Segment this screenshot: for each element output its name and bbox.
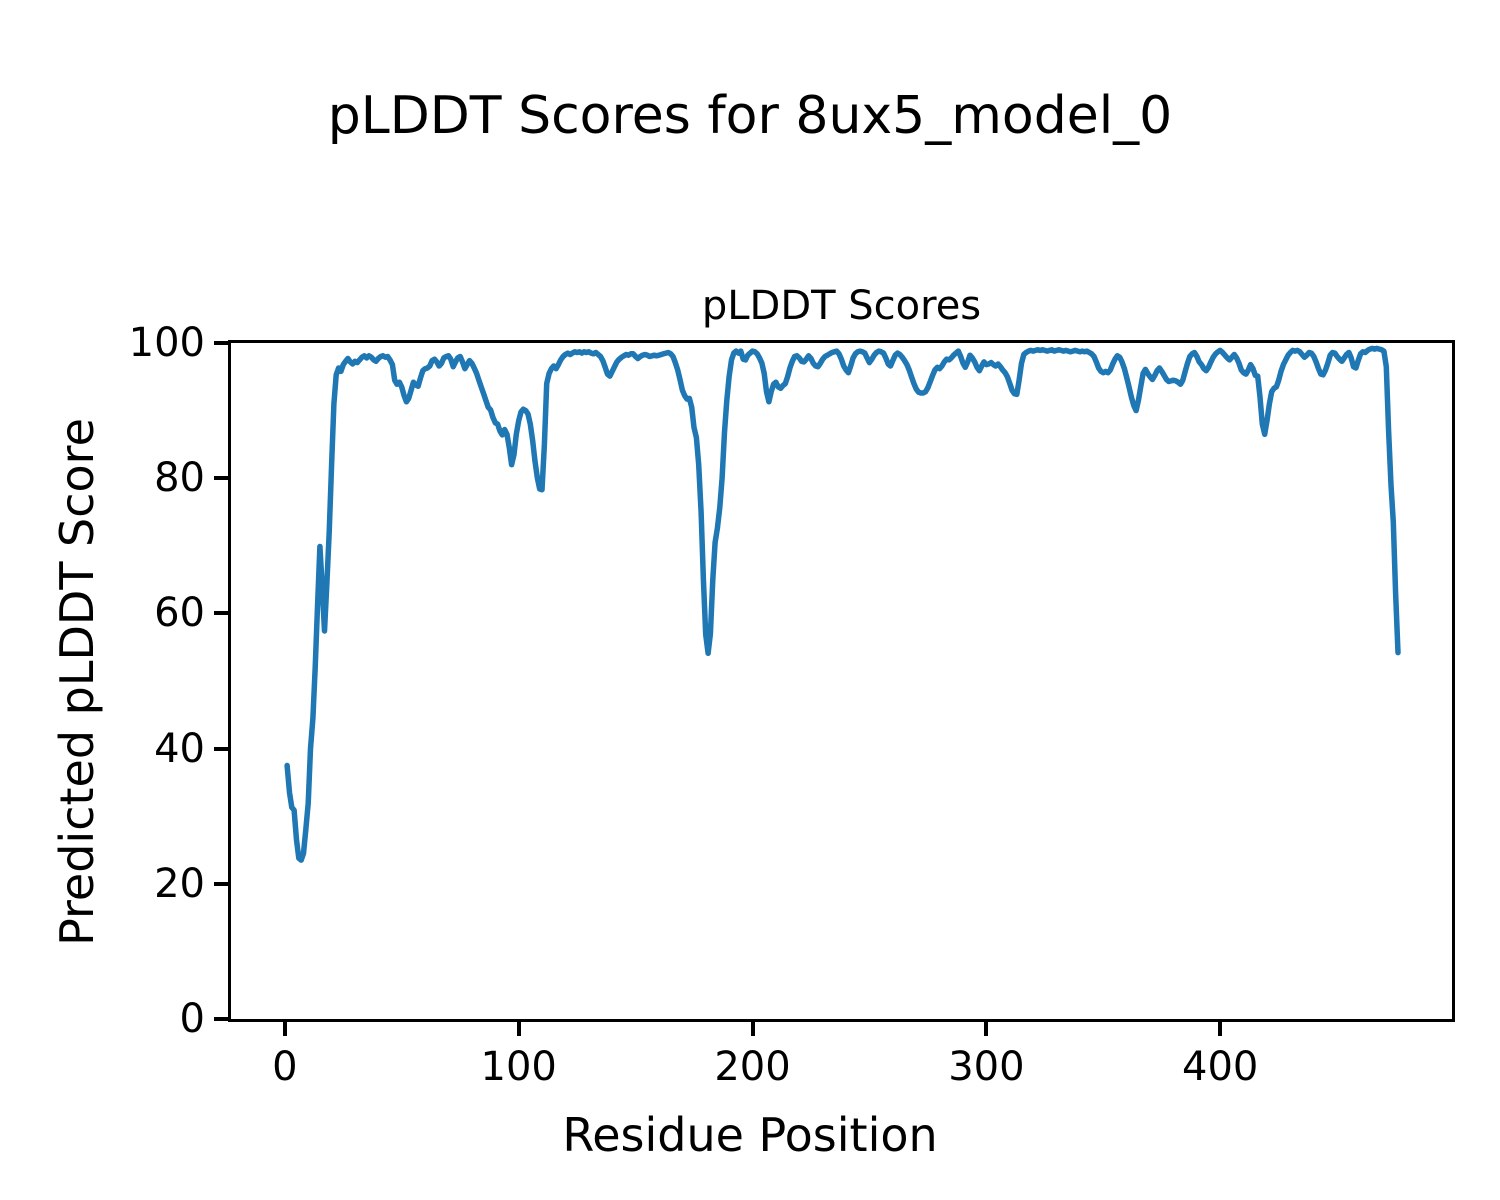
x-tick-label: 0 [272, 1044, 298, 1090]
y-tick-label: 100 [128, 320, 205, 366]
pldt-line-chart [284, 345, 1401, 863]
y-tick-label: 40 [154, 725, 205, 772]
y-axis-label: Predicted pLDDT Score [50, 418, 104, 946]
plot-area: pLDDT Scores 0 100 200 300 400 0 20 40 60 80 100 [129, 286, 1455, 1087]
y-tick-mark [214, 476, 228, 481]
x-tick-mark [750, 1022, 755, 1036]
x-tick-mark [516, 1022, 521, 1036]
y-tick-mark [214, 746, 228, 751]
x-axis-label: Residue Position [562, 1108, 938, 1162]
y-tick-label: 20 [154, 860, 205, 907]
y-tick-mark [214, 881, 228, 886]
y-tick-label: 80 [154, 455, 205, 502]
x-tick-label: 400 [1182, 1044, 1259, 1090]
x-tick-label: 300 [948, 1044, 1025, 1090]
x-tick-mark [1218, 1022, 1223, 1036]
y-tick-label: 60 [154, 590, 205, 637]
figure-title: pLDDT Scores for 8ux5_model_0 [327, 86, 1173, 146]
x-tick-mark [282, 1022, 287, 1036]
x-tick-label: 100 [480, 1044, 557, 1090]
x-tick-label: 200 [714, 1044, 791, 1090]
y-tick-label: 0 [179, 996, 205, 1042]
y-tick-mark [214, 1017, 228, 1021]
axes-title: pLDDT Scores [701, 283, 982, 329]
y-tick-mark [214, 341, 228, 345]
x-tick-mark [984, 1022, 989, 1036]
pldt-series-line [284, 345, 1401, 863]
y-tick-mark [214, 611, 228, 616]
